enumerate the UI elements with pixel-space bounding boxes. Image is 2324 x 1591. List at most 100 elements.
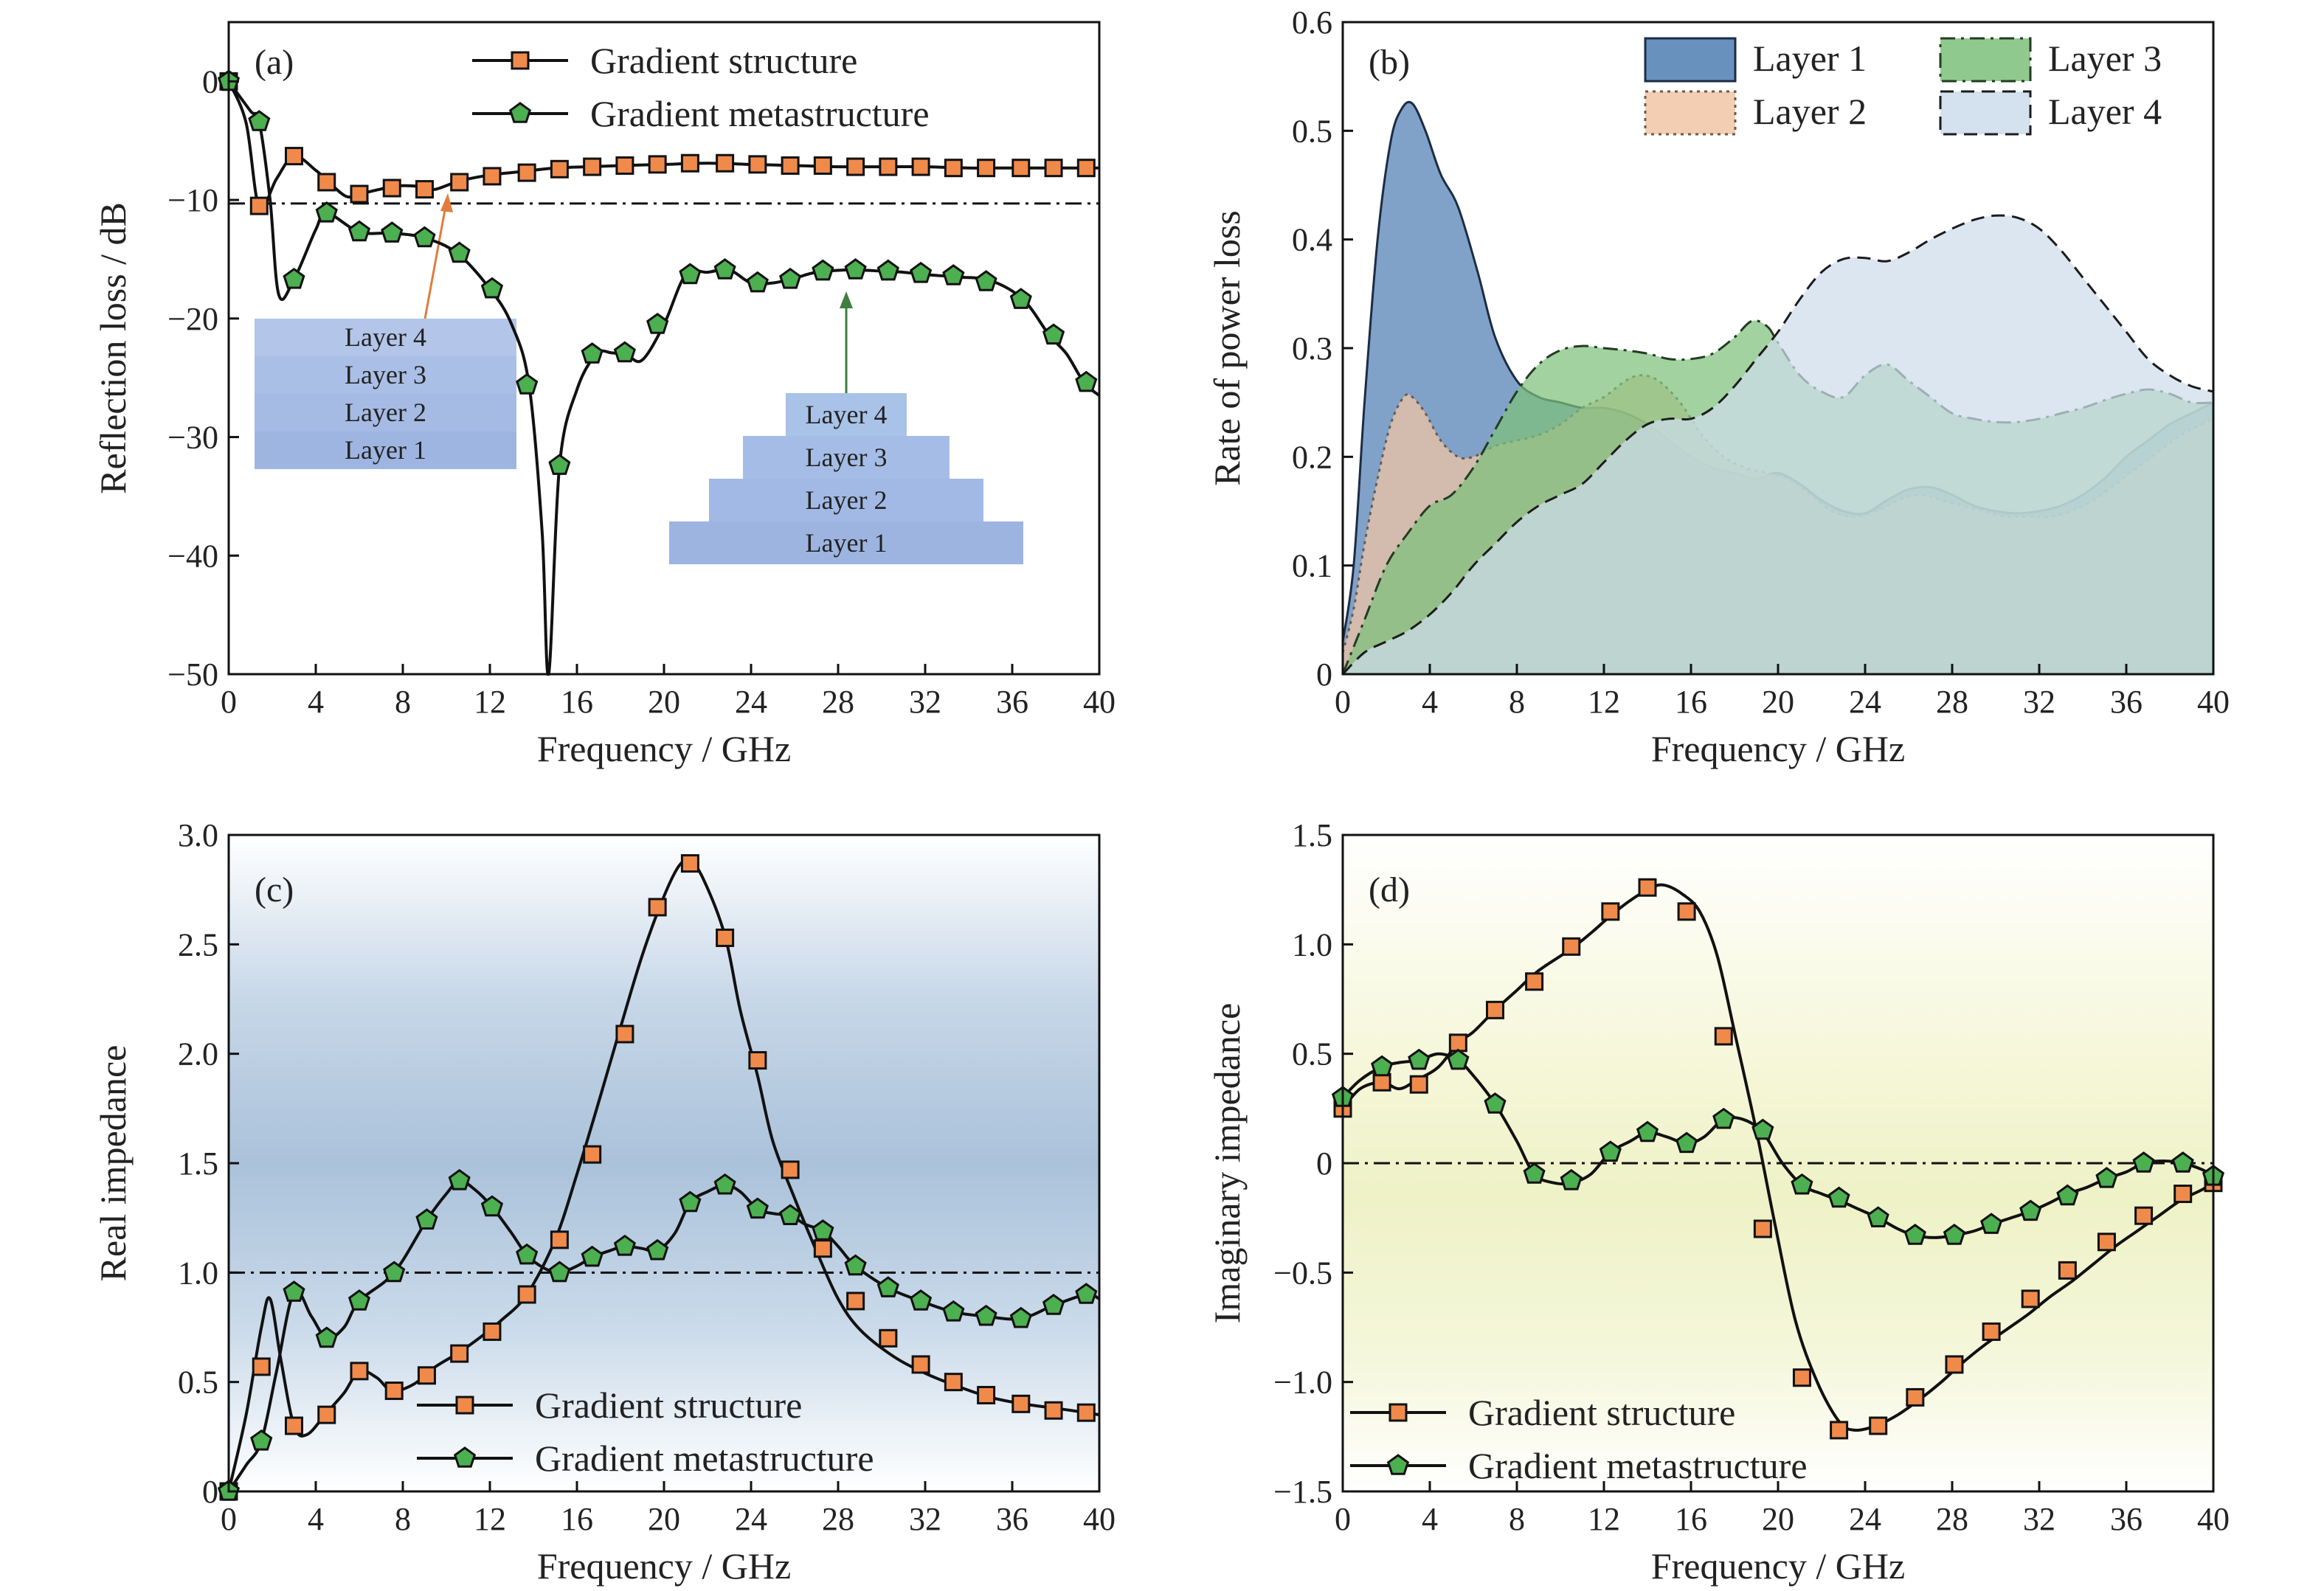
data-point xyxy=(1712,1107,1735,1129)
series-markers-gradient-metastructure xyxy=(1331,1048,2225,1245)
data-point xyxy=(944,1373,963,1392)
data-point xyxy=(713,1173,736,1195)
data-point xyxy=(648,155,667,174)
inset-pyramid-layer: Layer 4 xyxy=(786,393,907,436)
x-tick-label: 32 xyxy=(909,1501,941,1537)
x-tick-label: 12 xyxy=(474,1501,506,1537)
inset-layer-label: Layer 3 xyxy=(345,360,426,389)
inset-layer-label: Layer 2 xyxy=(345,398,426,427)
inset-layer-box xyxy=(669,521,1023,564)
x-tick-label: 12 xyxy=(474,684,506,720)
data-point xyxy=(347,1289,371,1311)
x-tick-label: 32 xyxy=(909,684,941,720)
x-axis-label: Frequency / GHz xyxy=(1651,728,1905,769)
data-point xyxy=(876,259,899,281)
data-point xyxy=(716,928,735,947)
x-axis-label: Frequency / GHz xyxy=(1651,1545,1905,1587)
data-point xyxy=(283,1280,305,1302)
x-tick-label: 20 xyxy=(648,1501,680,1537)
legend-item: Layer 1 xyxy=(1644,37,1867,83)
data-point xyxy=(1009,288,1032,309)
y-tick-label: −50 xyxy=(167,656,218,693)
legend-item: Layer 3 xyxy=(1939,37,2162,83)
x-tick-label: 28 xyxy=(1936,684,1968,720)
data-point xyxy=(317,173,336,192)
inset-layer-box xyxy=(255,319,516,356)
data-point xyxy=(942,1300,965,1322)
y-tick-label: 0.5 xyxy=(1292,1036,1332,1072)
y-tick-label: 2.0 xyxy=(178,1036,218,1072)
data-point xyxy=(448,1168,471,1190)
y-tick-label: 0 xyxy=(202,63,218,100)
legend-item: Gradient metastructure xyxy=(417,1438,874,1479)
x-tick-label: 8 xyxy=(1509,684,1525,720)
legend-swatch xyxy=(1939,37,2032,83)
area-layer-4 xyxy=(1343,215,2213,674)
legend-marker xyxy=(1388,1403,1408,1422)
data-point xyxy=(613,1234,636,1256)
data-point xyxy=(317,1405,336,1424)
data-point xyxy=(813,1239,832,1258)
x-tick-label: 32 xyxy=(2023,1501,2055,1537)
inset-layer-box xyxy=(709,479,983,521)
data-point xyxy=(548,454,571,475)
inset-layer-label: Layer 1 xyxy=(806,528,888,558)
data-point xyxy=(1867,1206,1889,1227)
data-point xyxy=(615,1025,634,1044)
inset-stack-layer: Layer 3 xyxy=(255,356,516,394)
data-point xyxy=(483,167,502,186)
y-tick-label: 0.4 xyxy=(1292,222,1332,258)
inset-layer-label: Layer 1 xyxy=(345,435,426,465)
x-tick-label: 12 xyxy=(1588,684,1620,720)
data-point xyxy=(315,1326,338,1348)
inset-stack-layer: Layer 2 xyxy=(255,394,516,431)
data-point xyxy=(879,157,898,176)
data-point xyxy=(250,1429,273,1451)
x-tick-label: 8 xyxy=(1509,1501,1525,1537)
x-tick-label: 36 xyxy=(2110,1501,2143,1537)
data-point xyxy=(581,342,604,364)
data-point xyxy=(350,1362,369,1381)
data-point xyxy=(2134,1206,2154,1225)
legend-marker xyxy=(1386,1454,1410,1475)
data-point xyxy=(480,277,504,299)
data-point xyxy=(1447,1048,1470,1070)
inset-layer-box xyxy=(786,393,907,436)
legend-label: Layer 1 xyxy=(1753,38,1867,79)
data-point xyxy=(1906,1387,1925,1407)
data-point xyxy=(679,263,702,285)
data-point xyxy=(415,1208,438,1230)
series-markers-gradient-structure xyxy=(219,72,1096,215)
x-tick-label: 20 xyxy=(1762,684,1794,720)
inset-layer-label: Layer 4 xyxy=(806,400,888,429)
x-tick-label: 20 xyxy=(1762,1501,1794,1537)
data-point xyxy=(1982,1322,2001,1341)
x-axis-label: Frequency / GHz xyxy=(537,1545,791,1587)
data-point xyxy=(516,372,539,395)
y-tick-label: −0.5 xyxy=(1273,1255,1332,1291)
x-tick-label: 16 xyxy=(561,684,593,720)
data-point xyxy=(1562,937,1581,956)
x-tick-label: 4 xyxy=(308,1501,324,1537)
data-point xyxy=(746,271,769,293)
x-tick-label: 36 xyxy=(996,1501,1028,1537)
data-point xyxy=(285,147,303,166)
data-point xyxy=(1601,902,1620,921)
data-point xyxy=(679,1190,702,1213)
y-tick-label: 0 xyxy=(1316,656,1332,693)
data-point xyxy=(713,258,736,280)
area-outline-layer-4 xyxy=(1341,214,2214,676)
y-tick-label: 3.0 xyxy=(178,817,218,853)
x-tick-label: 0 xyxy=(1335,684,1351,720)
data-point xyxy=(248,110,271,131)
x-tick-label: 24 xyxy=(735,684,767,720)
data-point xyxy=(1042,1293,1065,1315)
panel-tag: (d) xyxy=(1369,870,1410,909)
data-point xyxy=(2173,1185,2193,1204)
data-point xyxy=(583,1145,602,1164)
data-point xyxy=(1486,1000,1504,1019)
data-point xyxy=(1409,1075,1428,1094)
data-point xyxy=(483,1322,502,1341)
x-tick-label: 8 xyxy=(395,1501,411,1537)
x-tick-label: 28 xyxy=(822,1501,854,1537)
